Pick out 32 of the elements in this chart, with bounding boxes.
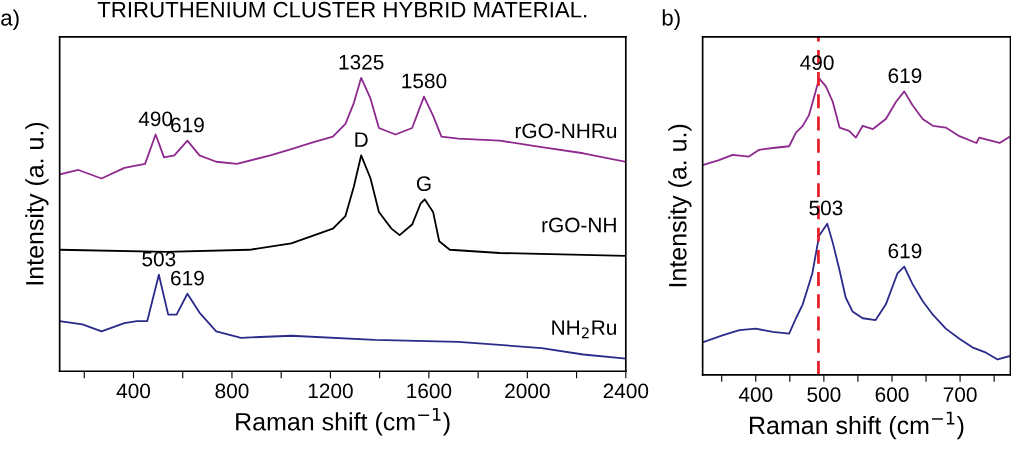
x-tick-label: 400	[738, 387, 773, 403]
x-tick-label: 2000	[505, 383, 550, 399]
x-tick-label: 600	[875, 387, 909, 403]
series-label: rGO-NH	[542, 217, 616, 233]
annotation: 490	[138, 111, 173, 127]
text: a)	[1, 9, 19, 31]
annotation: 1580	[402, 73, 447, 89]
annotation: 619	[888, 243, 922, 259]
x-axis-title: Raman shift (cm$^{−1}$)	[750, 411, 964, 440]
x-tick-label: 1200	[308, 383, 353, 399]
annotation: 503	[809, 200, 843, 216]
annotation: G	[416, 176, 431, 192]
x-axis-title: Raman shift (cm$^{−1}$)	[236, 408, 450, 436]
annotation: 490	[800, 55, 834, 71]
y-axis-title: Intensity (a. u.)	[25, 122, 49, 285]
annotation: 503	[142, 251, 176, 267]
text: b)	[662, 9, 680, 31]
annotation: D	[355, 132, 368, 147]
y-axis-title: Intensity (a. u.)	[668, 124, 692, 287]
x-tick-label: 2400	[603, 383, 649, 399]
annotation: 619	[888, 68, 922, 84]
annotation: 1325	[339, 54, 384, 70]
series-label: rGO-NHRu	[515, 123, 617, 139]
annotation: 619	[171, 117, 204, 133]
series-label: NH$_{2}$Ru	[552, 320, 616, 339]
x-tick-label: 400	[116, 383, 151, 399]
x-tick-label: 1600	[407, 383, 452, 399]
x-tick-label: 500	[807, 387, 841, 403]
chart-title: TRIRUTHENIUM CLUSTER HYBRID MATERIAL.	[97, 1, 587, 18]
annotation: 619	[171, 270, 204, 286]
x-tick-label: 800	[215, 383, 249, 399]
x-tick-label: 700	[943, 387, 977, 403]
